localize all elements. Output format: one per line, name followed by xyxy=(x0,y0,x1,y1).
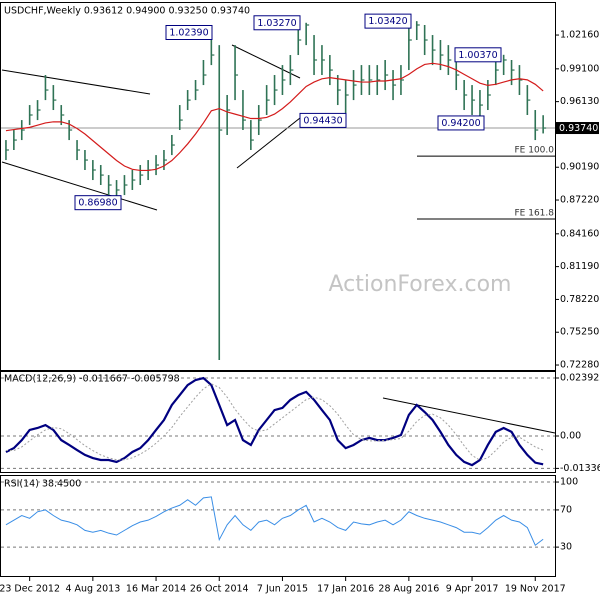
y-tick-label: 0.96130 xyxy=(560,96,599,107)
indicator-line xyxy=(5,496,544,547)
trend-line xyxy=(231,44,301,79)
trend-line xyxy=(1,161,158,211)
price-label: 1.03420 xyxy=(368,16,407,27)
x-tick-label: 26 Oct 2014 xyxy=(190,584,249,595)
y-tick-label: -0.013362 xyxy=(560,463,600,474)
x-tick-label: 9 Apr 2017 xyxy=(446,584,499,595)
price-label: 1.03270 xyxy=(257,18,296,29)
price-label-box xyxy=(299,112,347,128)
price-panel xyxy=(0,2,556,371)
x-tick-label: 19 Nov 2017 xyxy=(505,584,566,595)
last-price-box xyxy=(555,122,599,135)
price-label: 0.94200 xyxy=(441,118,480,129)
indicator-line xyxy=(5,376,544,467)
x-tick-label: 4 Aug 2013 xyxy=(65,584,120,595)
rsi-panel xyxy=(0,475,556,577)
price-label-box xyxy=(253,15,301,31)
price-label-box xyxy=(165,24,213,40)
rsi-title: RSI(14) 38.4500 xyxy=(4,479,81,490)
price-label: 1.00370 xyxy=(458,50,497,61)
y-tick-label: 0.99100 xyxy=(560,63,599,74)
price-label-box xyxy=(364,13,412,29)
macd-panel xyxy=(0,371,556,473)
fe-label: FE 161.8 xyxy=(515,209,555,219)
price-label-box xyxy=(437,115,485,131)
price-label: 0.94430 xyxy=(303,115,342,126)
trend-line xyxy=(1,69,151,95)
y-tick-label: 0.75250 xyxy=(560,327,599,338)
x-tick-label: 28 Aug 2016 xyxy=(378,584,439,595)
y-tick-label: 0.78220 xyxy=(560,294,599,305)
price-label-box xyxy=(454,47,502,63)
trend-line xyxy=(236,117,301,169)
trend-line xyxy=(382,397,556,434)
y-tick-label: 1.02160 xyxy=(560,30,599,41)
x-tick-label: 17 Jan 2016 xyxy=(317,584,374,595)
macd-title: MACD(12,26,9) -0.011667 -0.005798 xyxy=(4,374,180,385)
y-tick-label: 0.023922 xyxy=(560,373,600,384)
x-tick-label: 23 Dec 2012 xyxy=(0,584,60,595)
watermark: ActionForex.com xyxy=(329,272,512,297)
last-price-label: 0.93740 xyxy=(559,123,598,134)
price-label: 1.02390 xyxy=(169,27,208,38)
y-tick-label: 30 xyxy=(560,542,572,553)
chart-title: USDCHF,Weekly 0.93612 0.94900 0.93250 0.… xyxy=(4,6,250,17)
fe-label: FE 100.0 xyxy=(515,146,555,156)
price-label-box xyxy=(74,195,122,211)
y-tick-label: 0.81190 xyxy=(560,261,599,272)
y-tick-label: 70 xyxy=(560,504,572,515)
x-tick-label: 7 Jun 2015 xyxy=(257,584,308,595)
x-tick-label: 16 Mar 2014 xyxy=(126,584,186,595)
y-tick-label: 0.87220 xyxy=(560,195,599,206)
price-label: 0.86980 xyxy=(78,198,117,209)
y-tick-label: 0.00 xyxy=(560,431,581,442)
y-tick-label: 0.84160 xyxy=(560,228,599,239)
moving-average xyxy=(5,62,544,172)
y-tick-label: 0.90190 xyxy=(560,162,599,173)
y-tick-label: 0.72280 xyxy=(560,360,599,371)
y-tick-label: 100 xyxy=(560,477,578,488)
